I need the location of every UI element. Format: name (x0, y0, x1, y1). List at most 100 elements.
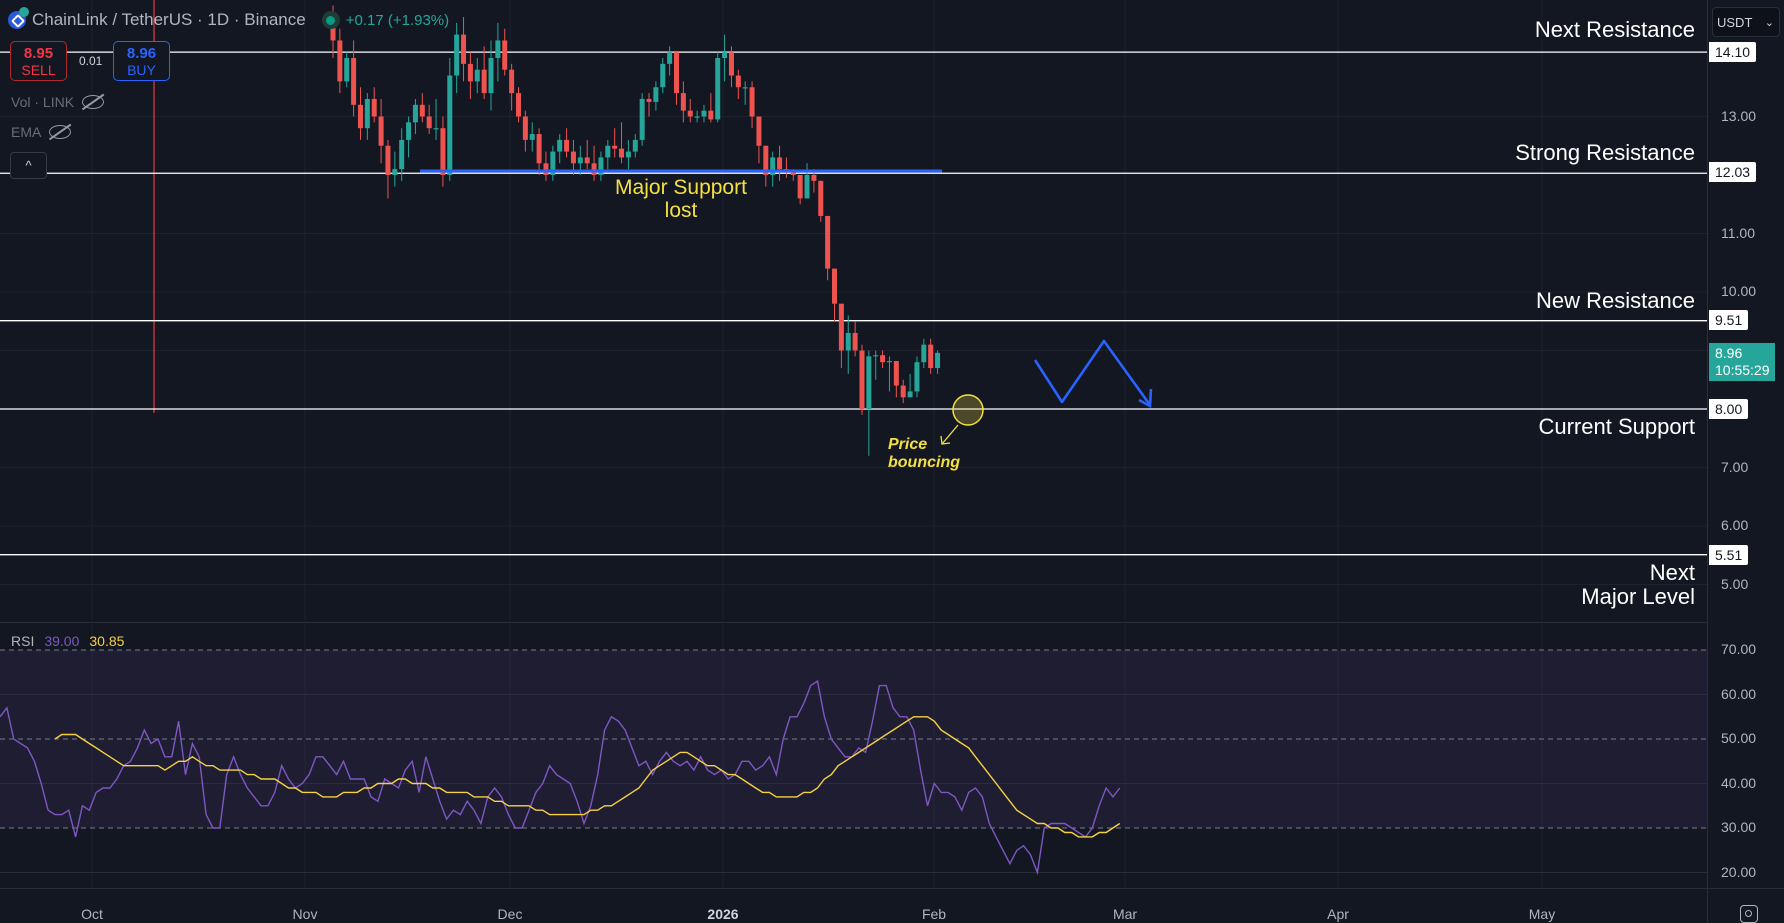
candle-body (392, 169, 398, 175)
candle-body (832, 268, 838, 304)
time-tick: Nov (292, 906, 318, 922)
candle-body (852, 332, 858, 351)
settings-gear-icon[interactable] (1740, 905, 1758, 923)
candle-body (454, 34, 460, 76)
candle-body (845, 332, 851, 351)
label-next-major-level: Next Major Level (1581, 561, 1695, 609)
label-new-resistance: New Resistance (1536, 288, 1695, 313)
candle-body (399, 139, 405, 170)
candle-body (866, 356, 872, 409)
price-tick: 6.00 (1721, 517, 1749, 533)
candle-body (337, 40, 343, 82)
candle-body (536, 134, 542, 164)
annotation-major-support-line2: lost (664, 199, 698, 222)
indicator-volume[interactable]: Vol · LINK (11, 94, 105, 110)
candle-body (701, 110, 707, 117)
annotation-price-line2: bouncing (888, 454, 960, 471)
annotation-major-support-line1: Major Support (615, 176, 747, 199)
buy-price: 8.96 (126, 45, 157, 62)
candle-body (742, 87, 748, 89)
level-tag-9-51: 9.51 (1709, 310, 1749, 330)
spread-value: 0.01 (79, 54, 103, 68)
indicator-volume-label: Vol · LINK (11, 94, 75, 110)
price-change: +0.17 (+1.93%) (345, 11, 450, 29)
rsi-label: RSI (11, 633, 35, 649)
symbol-title[interactable]: ChainLink / TetherUS · 1D · Binance (32, 10, 306, 29)
candle-body (467, 63, 473, 82)
candle-body (557, 139, 563, 152)
candle-body (543, 163, 549, 175)
annotation-major-support-lost: Major Support lost (606, 176, 756, 222)
pane-separator (0, 622, 1707, 623)
rsi-ma-line (54, 716, 1121, 838)
price-axis-border (1707, 0, 1708, 922)
time-tick: Apr (1327, 906, 1349, 922)
candle-body (715, 58, 721, 120)
candle-body (577, 157, 583, 164)
time-tick: Feb (921, 906, 947, 922)
candle-body (667, 52, 673, 64)
currency-select[interactable]: USDT ⌄ (1712, 7, 1780, 37)
rsi-tick: 40.00 (1721, 774, 1757, 791)
level-tag-12-03: 12.03 (1709, 162, 1757, 182)
candle-body (873, 355, 879, 357)
market-status-icon[interactable] (321, 11, 340, 29)
candle-body (749, 87, 755, 117)
indicator-ema[interactable]: EMA (11, 124, 72, 140)
candle-body (859, 350, 865, 409)
candle-body (756, 116, 762, 146)
eye-off-icon[interactable] (49, 125, 72, 139)
candle-body (804, 175, 810, 199)
candle-body (488, 58, 494, 94)
time-tick: Oct (81, 906, 103, 922)
annotation-price-line1: Price (888, 436, 928, 453)
candle-body (385, 145, 391, 175)
indicator-ema-label: EMA (11, 124, 42, 140)
sell-label: SELL (21, 62, 56, 78)
chevron-down-icon: ⌄ (1764, 17, 1774, 29)
candle-body (605, 145, 611, 158)
candle-body (639, 98, 645, 140)
eye-off-icon[interactable] (82, 95, 105, 109)
bar-countdown: 10:55:29 (1715, 362, 1770, 378)
price-tick: 10.00 (1721, 283, 1757, 299)
candle-body (330, 22, 336, 41)
price-tick: 5.00 (1721, 575, 1749, 592)
rsi-tick: 30.00 (1721, 819, 1757, 835)
candle-body (660, 63, 666, 88)
candle-body (550, 151, 556, 175)
candle-body (674, 52, 679, 94)
candle-body (790, 172, 796, 175)
candle-body (708, 110, 714, 120)
candle-body (412, 104, 418, 123)
candle-body (598, 157, 604, 175)
chainlink-logo-icon (8, 7, 29, 29)
candle-body (351, 58, 357, 105)
currency-value: USDT (1717, 15, 1753, 30)
candle-body (509, 69, 515, 94)
candle-body (728, 52, 734, 76)
candle-body (529, 134, 535, 140)
collapse-legend-button[interactable]: ^ (10, 152, 47, 179)
candle-body (687, 110, 693, 117)
bounce-arrow-line (941, 424, 959, 445)
label-next-resistance: Next Resistance (1534, 17, 1695, 42)
current-price-tag: 8.96 10:55:29 (1709, 343, 1775, 381)
candle-body (502, 40, 508, 70)
time-axis-border (0, 888, 1784, 889)
candle-body (570, 151, 576, 164)
bounce-arrow-head (940, 435, 951, 445)
candle-body (474, 69, 480, 82)
rsi-legend[interactable]: RSI 39.00 30.85 (11, 633, 124, 649)
symbol-legend[interactable]: ChainLink / TetherUS · 1D · Binance +0.1… (8, 7, 450, 30)
candle-body (886, 361, 892, 363)
buy-button[interactable]: 8.96 BUY (113, 41, 170, 81)
candle-body (440, 128, 446, 175)
candle-body (694, 116, 700, 118)
sell-button[interactable]: 8.95 SELL (10, 41, 67, 81)
projection-path (1033, 339, 1152, 406)
candle-body (364, 98, 370, 129)
candle-body (900, 385, 906, 398)
